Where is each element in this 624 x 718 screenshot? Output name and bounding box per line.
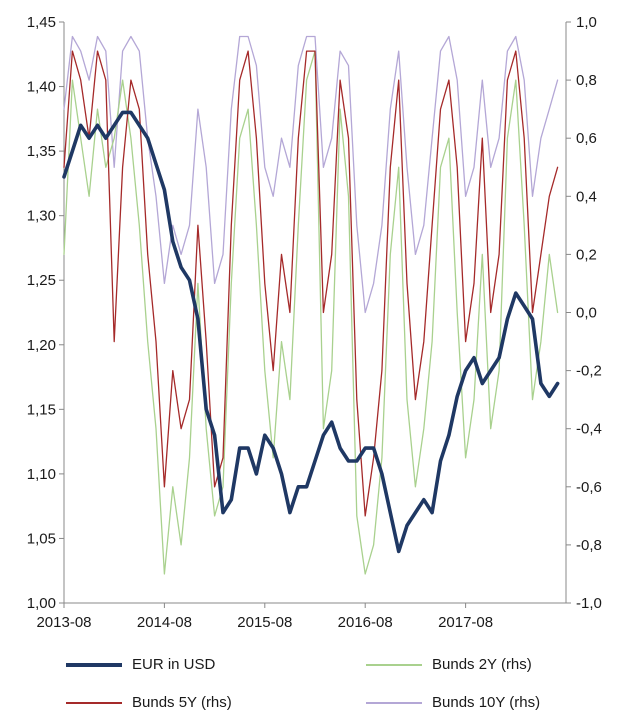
right-tick-label: -1,0 [576, 595, 602, 612]
legend-swatch-bunds-10y [366, 701, 422, 704]
left-tick-label: 1,30 [27, 208, 56, 225]
x-tick-label: 2015-08 [237, 614, 292, 631]
legend-label-bunds-5y: Bunds 5Y (rhs) [132, 694, 232, 711]
left-y-axis: 1,00 1,05 1,10 1,15 1,20 1,25 1,30 1,35 1,40 1,45 [27, 14, 65, 612]
x-tick-label: 2016-08 [338, 614, 393, 631]
right-tick-label: 0,8 [576, 72, 597, 89]
left-tick-label: 1,40 [27, 79, 56, 96]
right-tick-label: -0,8 [576, 537, 602, 554]
legend-entry-bunds-10y: Bunds 10Y (rhs) [366, 694, 540, 711]
legend-label-bunds-2y: Bunds 2Y (rhs) [432, 656, 532, 673]
right-tick-label: 0,2 [576, 246, 597, 263]
series-layer [62, 35, 560, 575]
right-tick-label: -0,2 [576, 363, 602, 380]
x-tick-label: 2017-08 [438, 614, 493, 631]
right-tick-label: 0,4 [576, 188, 597, 205]
legend-swatch-bunds-2y [366, 663, 422, 666]
right-tick-label: 0,0 [576, 305, 597, 322]
right-y-axis: -1,0 -0,8 -0,6 -0,4 -0,2 0,0 0,2 0,4 0,6 0,8 1,0 [565, 14, 602, 612]
series-line-bunds-2y-rhs [63, 50, 559, 575]
legend-label-eur-in-usd: EUR in USD [132, 656, 216, 673]
series-line-bunds-5y-rhs [63, 50, 559, 517]
legend-label-bunds-10y: Bunds 10Y (rhs) [432, 694, 541, 711]
left-tick-label: 1,15 [27, 401, 56, 418]
legend-swatch-bunds-5y [66, 701, 122, 704]
right-tick-label: 1,0 [576, 14, 597, 31]
legend-entry-eur-in-usd: EUR in USD [66, 656, 215, 673]
right-tick-label: -0,6 [576, 479, 602, 496]
left-tick-label: 1,20 [27, 337, 56, 354]
left-tick-label: 1,35 [27, 143, 56, 160]
legend-entry-bunds-5y: Bunds 5Y (rhs) [66, 694, 232, 711]
legend-swatch-eur-in-usd [66, 662, 122, 667]
x-axis: 2013-08 2014-08 2015-08 2016-08 2017-08 [36, 602, 566, 631]
left-tick-label: 1,10 [27, 466, 56, 483]
left-tick-label: 1,25 [27, 272, 56, 289]
right-tick-label: 0,6 [576, 130, 597, 147]
right-tick-label: -0,4 [576, 421, 602, 438]
x-tick-label: 2013-08 [36, 614, 91, 631]
left-tick-label: 1,00 [27, 595, 56, 612]
left-tick-label: 1,45 [27, 14, 56, 31]
series-line-eur-in-usd [62, 110, 560, 554]
legend-entry-bunds-2y: Bunds 2Y (rhs) [366, 656, 532, 673]
x-tick-label: 2014-08 [137, 614, 192, 631]
series-line-bunds-10y-rhs [63, 35, 559, 314]
left-tick-label: 1,05 [27, 530, 56, 547]
